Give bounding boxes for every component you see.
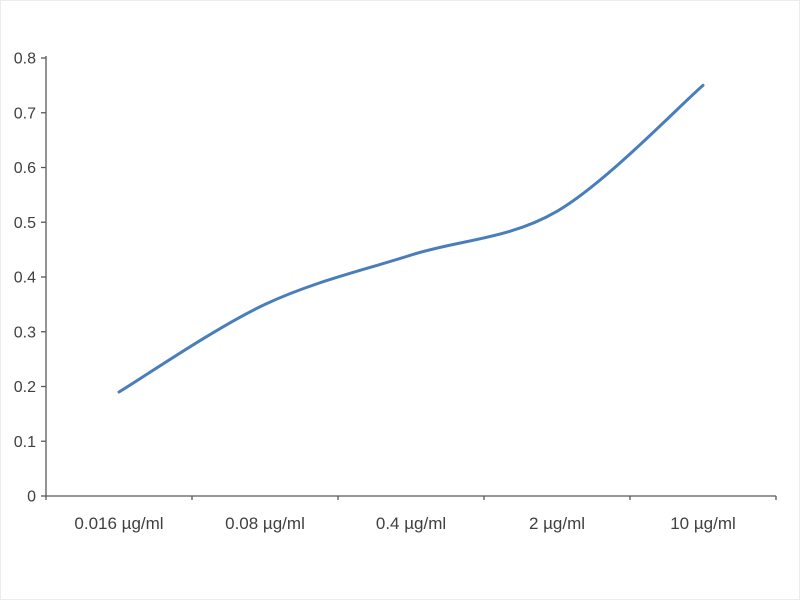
- x-category-label: 0.016 µg/ml: [74, 514, 163, 533]
- x-category-label: 0.4 µg/ml: [376, 514, 446, 533]
- y-tick-label: 0.5: [14, 215, 36, 232]
- x-category-label: 0.08 µg/ml: [225, 514, 305, 533]
- y-tick-label: 0.2: [14, 379, 36, 396]
- x-category-label: 2 µg/ml: [529, 514, 585, 533]
- y-tick-label: 0.8: [14, 51, 36, 68]
- y-tick-label: 0.6: [14, 160, 36, 177]
- y-tick-label: 0.3: [14, 324, 36, 341]
- y-tick-label: 0.4: [14, 270, 36, 287]
- y-tick-label: 0.7: [14, 105, 36, 122]
- x-category-label: 10 µg/ml: [670, 514, 736, 533]
- y-tick-label: 0: [27, 489, 36, 506]
- series-line: [117, 83, 705, 394]
- y-tick-label: 0.1: [14, 434, 36, 451]
